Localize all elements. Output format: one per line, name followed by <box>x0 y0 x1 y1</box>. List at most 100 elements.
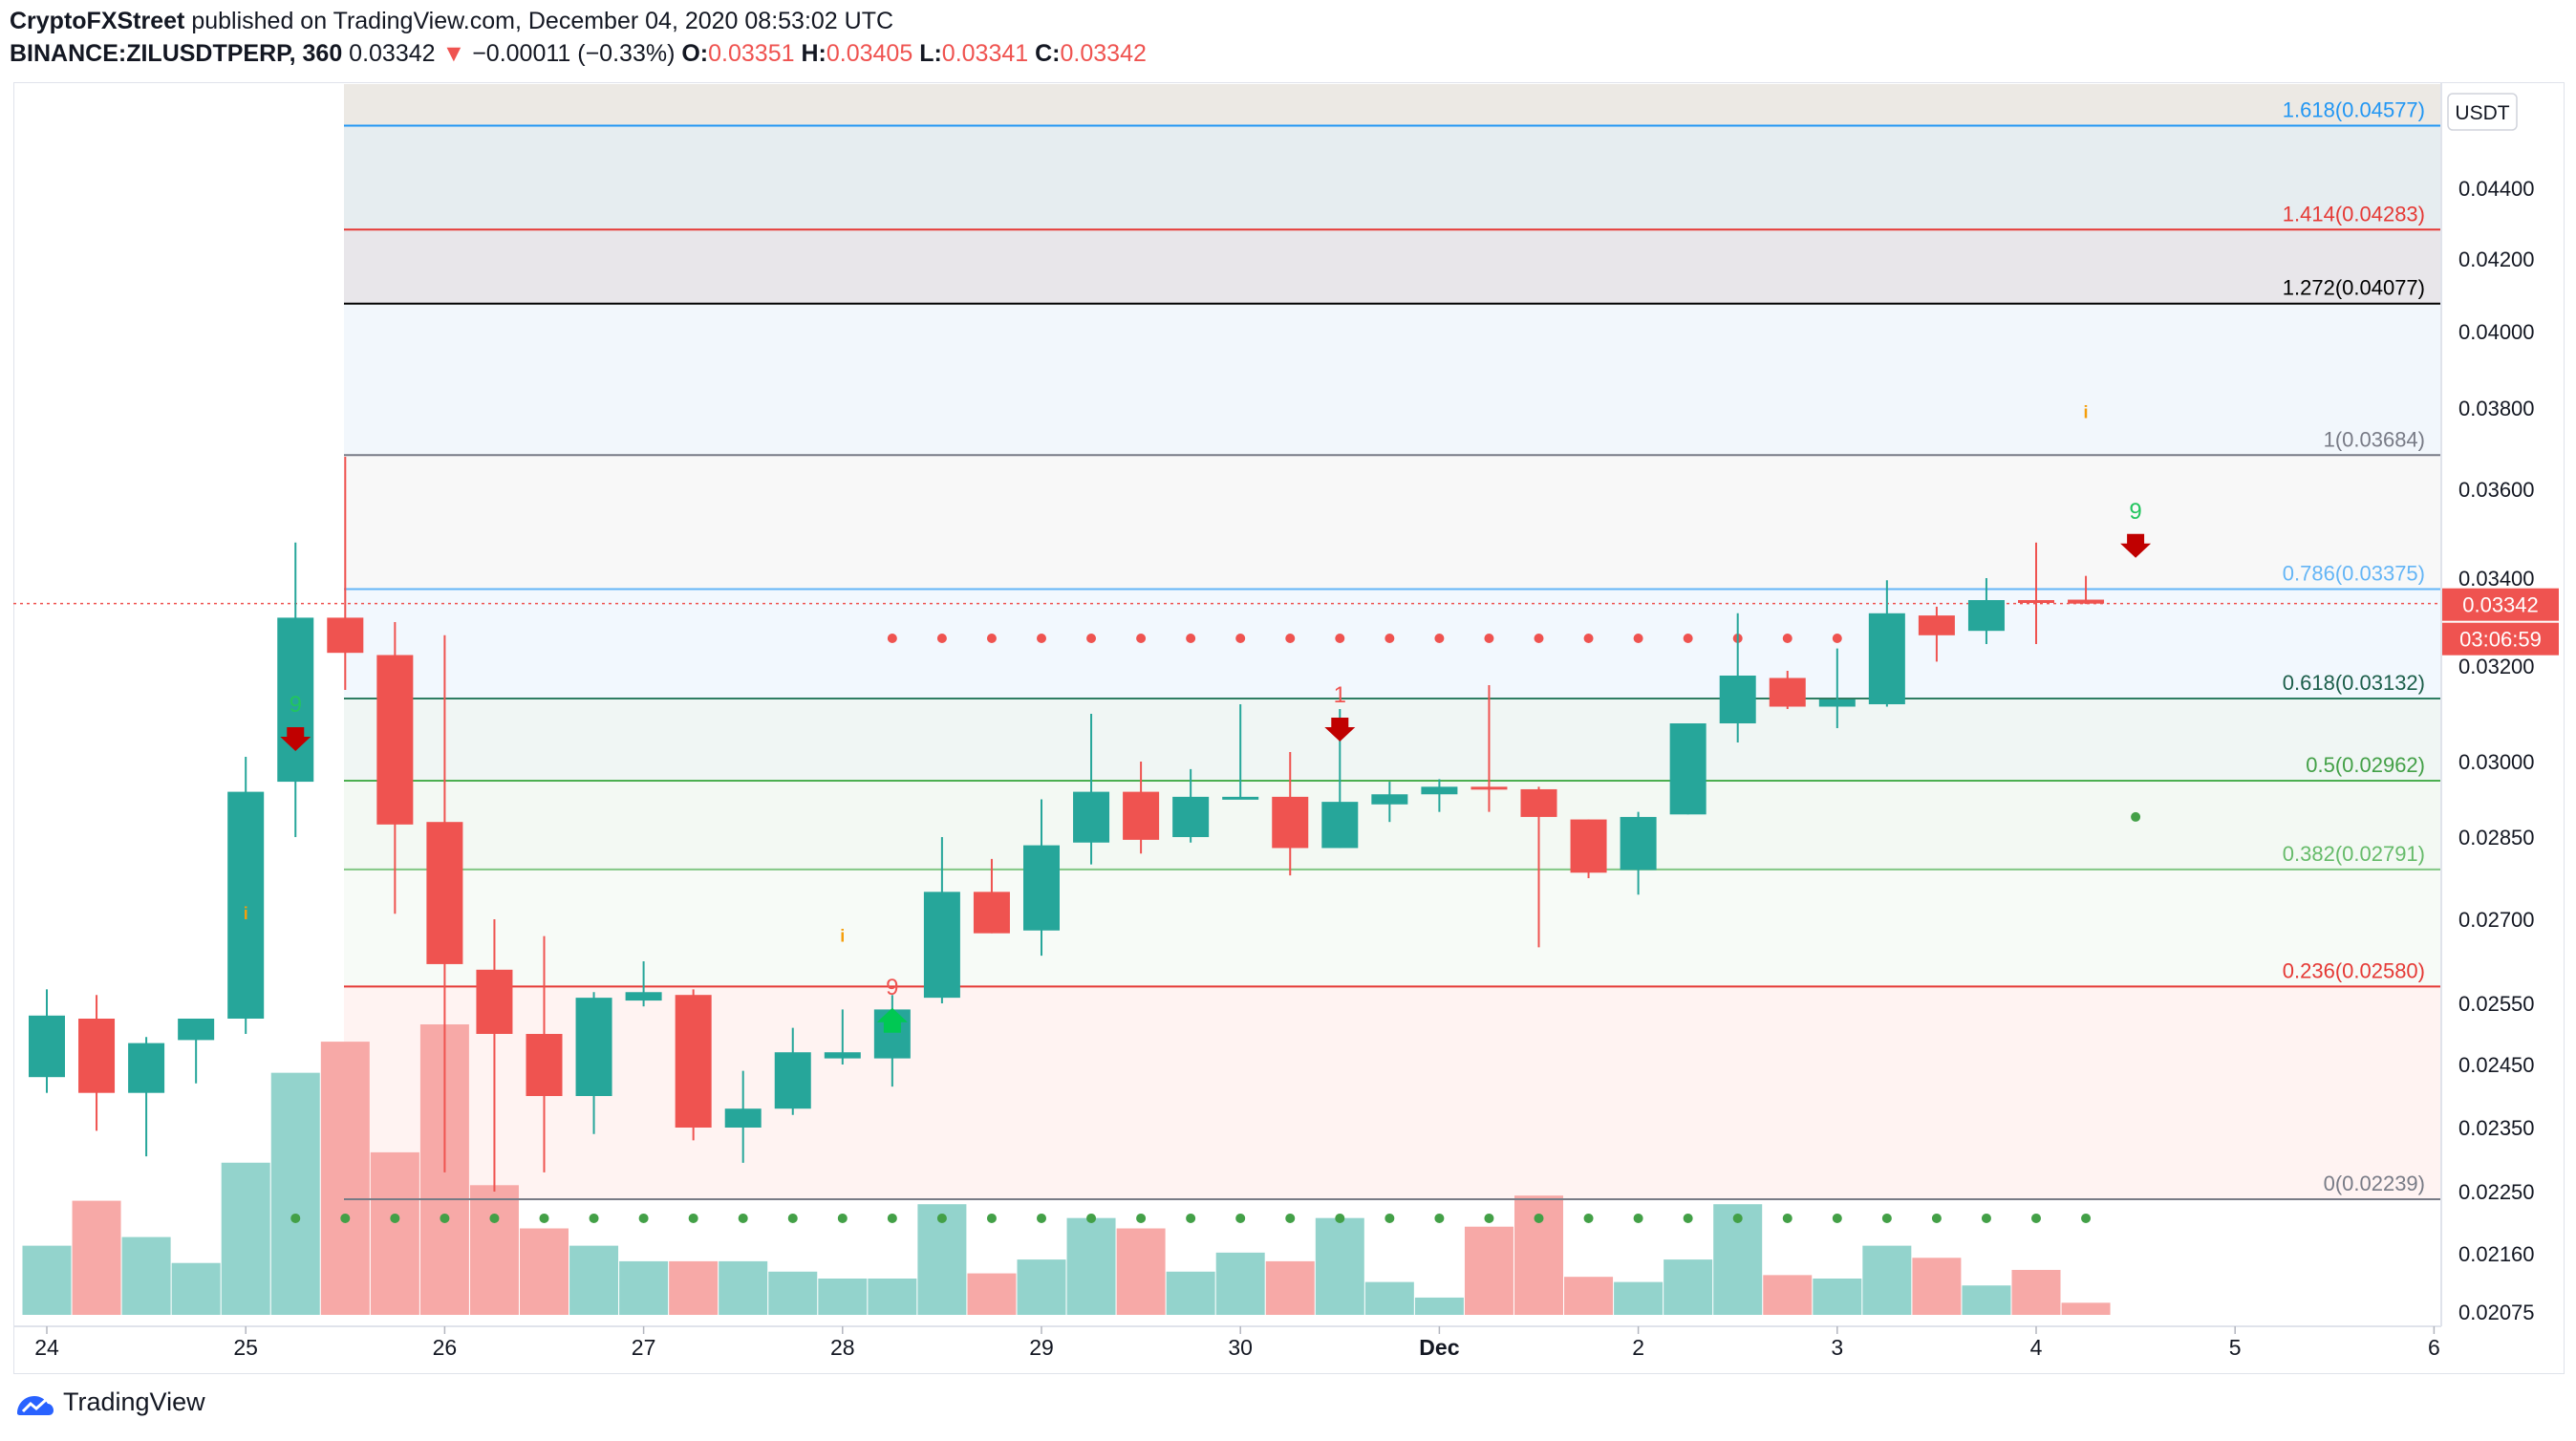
sell-arrow-icon <box>1324 718 1356 742</box>
support-dot <box>1633 1213 1643 1223</box>
support-dot <box>1186 1213 1196 1223</box>
author-name[interactable]: CryptoFXStreet <box>10 8 185 34</box>
y-axis-tick-label: 0.02700 <box>2458 908 2535 932</box>
fib-band <box>344 84 2441 126</box>
volume-bar <box>1614 1281 1664 1315</box>
candle-body <box>1321 802 1359 849</box>
resistance-dot <box>1136 634 1147 644</box>
price-change: −0.00011 (−0.33%) <box>472 40 676 67</box>
last-price-tag-label: 0.03342 <box>2462 593 2539 617</box>
candle-body <box>78 1019 116 1093</box>
volume-bar <box>1962 1285 2011 1315</box>
volume-bar <box>1414 1297 1464 1315</box>
candle-body <box>526 1034 563 1096</box>
volume-bar <box>2011 1269 2061 1315</box>
volume-bar <box>2061 1302 2111 1315</box>
support-dot <box>1086 1213 1097 1223</box>
support-dot <box>1037 1213 1046 1223</box>
resistance-dot <box>1583 634 1594 644</box>
fib-band <box>344 781 2441 870</box>
volume-bar <box>121 1237 171 1315</box>
volume-bar <box>270 1072 320 1315</box>
resistance-dot <box>1782 634 1792 644</box>
sell-arrow-icon <box>280 727 311 751</box>
tradingview-branding[interactable]: TradingView <box>13 1387 205 1417</box>
volume-bar <box>1464 1226 1513 1315</box>
support-dot <box>1434 1213 1445 1223</box>
fib-band <box>344 125 2441 230</box>
resistance-dot <box>1086 634 1097 644</box>
x-axis-tick-label: 30 <box>1228 1335 1253 1360</box>
support-dot <box>1881 1213 1892 1223</box>
support-dot <box>1335 1213 1345 1223</box>
y-axis-tick-label: 0.03200 <box>2458 655 2535 678</box>
candle-body <box>1222 796 1259 800</box>
resistance-dot <box>986 634 997 644</box>
td-count-label: 9 <box>290 692 302 718</box>
fib-level-label: 0(0.02239) <box>2324 1172 2425 1195</box>
support-dot <box>1782 1213 1792 1223</box>
candle-body <box>426 822 463 964</box>
volume-bar <box>1166 1271 1215 1315</box>
chart-frame <box>13 82 2565 1374</box>
high-value: 0.03405 <box>826 40 913 67</box>
candle-body <box>376 655 414 825</box>
x-axis-tick-label: 3 <box>1831 1335 1843 1360</box>
info-marker-icon: i <box>840 926 845 945</box>
y-axis-tick-label: 0.03800 <box>2458 397 2535 420</box>
support-dot <box>589 1213 599 1223</box>
x-axis-tick-label: 24 <box>34 1335 59 1360</box>
fib-level-label: 0.236(0.02580) <box>2283 958 2425 982</box>
support-dot <box>936 1213 947 1223</box>
volume-bar <box>818 1279 868 1315</box>
resistance-dot <box>1832 634 1842 644</box>
fib-band <box>344 986 2441 1199</box>
td-count-label: 1 <box>1334 682 1346 708</box>
y-axis-tick-label: 0.02350 <box>2458 1116 2535 1140</box>
candle-body <box>1620 816 1657 871</box>
support-dot <box>787 1213 798 1223</box>
support-dot <box>1534 1213 1544 1223</box>
y-axis-tick-label: 0.02250 <box>2458 1180 2535 1204</box>
candle-body <box>29 1015 65 1078</box>
last-price: 0.03342 <box>349 40 436 67</box>
candle-body <box>1470 786 1508 790</box>
candle-body <box>625 992 662 1001</box>
resistance-dot <box>1335 634 1345 644</box>
volume-bar <box>469 1185 519 1315</box>
symbol-label[interactable]: BINANCE:ZILUSDTPERP, 360 <box>10 40 343 67</box>
support-dot <box>1931 1213 1942 1223</box>
support-dot <box>440 1213 450 1223</box>
support-dot <box>2131 811 2141 822</box>
sell-arrow-icon <box>2120 533 2152 558</box>
td-count-label: 9 <box>2129 499 2141 525</box>
countdown-label: 03:06:59 <box>2459 628 2542 652</box>
volume-bar <box>1813 1279 1862 1315</box>
x-axis-tick-label: 5 <box>2229 1335 2242 1360</box>
fib-band <box>344 589 2441 699</box>
candle-body <box>2018 600 2054 603</box>
volume-bar <box>320 1042 370 1315</box>
resistance-dot <box>936 634 947 644</box>
candle-body <box>1868 613 1905 704</box>
close-label: C: <box>1035 40 1061 67</box>
volume-bar <box>1066 1217 1116 1315</box>
volume-bar <box>1315 1217 1364 1315</box>
resistance-dot <box>1037 634 1046 644</box>
x-axis-tick-label: 26 <box>433 1335 458 1360</box>
close-value: 0.03342 <box>1060 40 1147 67</box>
support-dot <box>2031 1213 2041 1223</box>
candle-body <box>1769 677 1806 707</box>
candle-body <box>1272 796 1309 849</box>
volume-bar <box>1912 1258 1962 1315</box>
x-axis-tick-label: 25 <box>233 1335 258 1360</box>
fib-level-label: 0.382(0.02791) <box>2283 842 2425 866</box>
fib-level-label: 0.618(0.03132) <box>2283 671 2425 695</box>
tradingview-logo-icon <box>17 1395 54 1415</box>
volume-bar <box>1564 1277 1614 1315</box>
volume-bar <box>1862 1245 1912 1315</box>
support-dot <box>489 1213 500 1223</box>
support-dot <box>1832 1213 1842 1223</box>
low-value: 0.03341 <box>941 40 1029 67</box>
